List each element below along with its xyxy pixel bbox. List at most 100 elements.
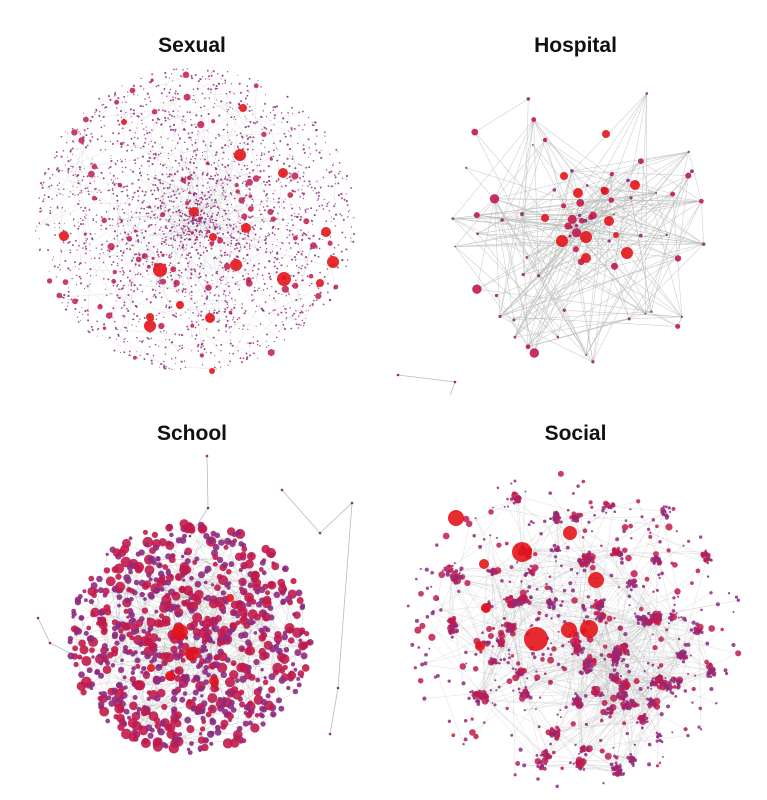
network-node — [115, 338, 118, 340]
network-node — [223, 263, 231, 270]
network-edge — [521, 139, 546, 215]
network-node — [200, 221, 202, 224]
hub-node — [541, 214, 549, 222]
network-node — [238, 541, 244, 547]
network-node — [230, 242, 233, 245]
network-node — [183, 551, 188, 556]
network-node — [246, 135, 248, 137]
network-node — [245, 118, 247, 120]
network-node — [310, 260, 313, 262]
network-node — [197, 177, 199, 179]
network-node — [154, 184, 157, 186]
network-node — [170, 718, 177, 725]
network-edge — [86, 248, 125, 303]
network-node — [217, 72, 219, 75]
network-edge — [168, 153, 181, 213]
network-node — [99, 111, 101, 113]
network-node — [217, 82, 220, 85]
network-node — [78, 639, 86, 648]
network-node — [119, 633, 126, 641]
network-node — [138, 321, 140, 323]
network-node — [90, 258, 93, 260]
network-node — [193, 674, 201, 682]
network-node — [77, 182, 80, 185]
network-node — [56, 167, 59, 170]
network-edge — [199, 204, 243, 232]
network-node — [188, 207, 191, 210]
network-node — [268, 272, 270, 275]
network-node — [78, 137, 85, 144]
network-node — [279, 181, 281, 183]
network-node — [57, 170, 60, 173]
network-node — [189, 252, 191, 255]
network-node — [139, 218, 141, 220]
network-node — [184, 268, 187, 271]
network-edge — [169, 526, 244, 567]
network-edge — [502, 219, 572, 228]
network-node — [158, 292, 161, 294]
network-node — [84, 299, 86, 302]
network-node — [122, 284, 125, 287]
network-node — [568, 234, 572, 238]
network-node — [223, 290, 226, 293]
network-node — [273, 142, 275, 144]
network-node — [190, 246, 193, 248]
network-node — [124, 338, 126, 340]
network-node — [294, 241, 297, 245]
network-node — [43, 194, 46, 197]
network-edge — [170, 238, 174, 264]
network-node — [218, 319, 221, 322]
network-edge — [107, 202, 143, 251]
network-node — [301, 664, 310, 672]
network-node — [140, 207, 143, 210]
network-node — [290, 214, 293, 217]
network-node — [129, 239, 132, 242]
network-node — [308, 309, 310, 311]
network-node — [154, 224, 157, 226]
network-node — [187, 207, 189, 209]
network-node — [243, 261, 245, 263]
network-node — [179, 696, 186, 703]
network-edge — [115, 92, 135, 138]
network-node — [213, 655, 220, 661]
network-node — [84, 187, 87, 190]
network-node — [224, 144, 226, 147]
network-node — [195, 218, 198, 221]
network-node — [224, 195, 227, 198]
network-node — [197, 523, 208, 534]
network-node — [239, 104, 241, 106]
hub-node — [573, 188, 583, 198]
network-node — [100, 120, 102, 122]
network-node — [172, 80, 174, 82]
network-node — [182, 115, 185, 118]
network-node — [165, 366, 167, 368]
network-node — [352, 240, 355, 243]
network-node — [301, 234, 304, 237]
network-node — [97, 327, 100, 330]
network-node — [192, 696, 197, 702]
network-node — [191, 350, 193, 352]
network-node — [275, 180, 278, 183]
network-node — [196, 306, 198, 308]
network-node — [162, 365, 166, 369]
network-node — [239, 739, 244, 744]
network-edge — [65, 262, 76, 283]
network-node — [219, 260, 221, 263]
network-node — [182, 178, 184, 180]
network-node — [246, 342, 248, 344]
network-node — [226, 253, 229, 256]
network-node — [206, 130, 208, 132]
network-node — [199, 219, 202, 221]
network-node — [114, 91, 117, 94]
network-node — [149, 100, 152, 103]
network-node — [171, 591, 181, 601]
network-node — [122, 270, 125, 272]
network-node — [191, 246, 193, 248]
network-node — [239, 701, 246, 708]
network-node — [224, 165, 227, 169]
network-node — [311, 303, 314, 306]
network-node — [180, 210, 182, 212]
network-edge — [523, 151, 689, 275]
network-node — [95, 274, 97, 276]
network-node — [86, 272, 88, 274]
